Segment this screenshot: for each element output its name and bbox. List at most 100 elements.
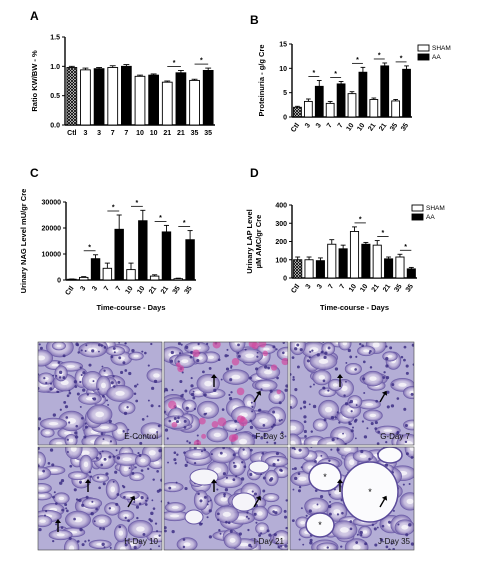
bar <box>189 79 200 126</box>
nucleus <box>60 478 65 483</box>
nucleus <box>76 392 80 396</box>
nucleus <box>410 392 414 396</box>
tubule-lumen <box>338 432 347 439</box>
nucleus <box>381 524 385 528</box>
tubule-lumen <box>312 503 321 509</box>
tubule <box>65 447 83 460</box>
tubule-lumen <box>38 355 46 361</box>
tubule-lumen <box>100 426 110 430</box>
bar <box>391 100 401 118</box>
tubule-lumen <box>242 450 248 456</box>
cyst <box>341 461 399 523</box>
significance-marker: * <box>404 244 407 251</box>
tubule-lumen <box>341 385 348 391</box>
nucleus <box>108 507 112 510</box>
nucleus <box>150 404 154 408</box>
tubule-lumen <box>352 544 361 550</box>
nucleus <box>341 511 344 515</box>
tubule-lumen <box>70 447 77 452</box>
nucleus <box>55 523 58 526</box>
pas-stain <box>168 400 177 410</box>
y-tick-label: 0.5 <box>50 93 60 100</box>
nucleus <box>363 435 368 439</box>
nucleus <box>79 405 82 408</box>
micrograph-label: H-Day 10 <box>124 537 158 546</box>
micrograph-label: I-Day 21 <box>254 537 285 546</box>
tubule <box>229 342 246 353</box>
y-tick-label: 20000 <box>42 226 62 233</box>
bar <box>327 243 337 279</box>
y-tick-label: 1.0 <box>50 64 60 71</box>
nucleus <box>58 370 63 375</box>
nucleus <box>66 509 69 513</box>
chart-panel-d: D 0 100 200 300 400 Urinary LAP LevelµM AMC/gr… <box>245 166 445 312</box>
nucleus <box>114 470 118 474</box>
nucleus <box>249 472 253 477</box>
nucleus <box>126 406 129 409</box>
nucleus <box>235 428 238 431</box>
nucleus <box>103 546 106 549</box>
nucleus <box>310 430 313 433</box>
nucleus <box>210 453 213 456</box>
tubule-lumen <box>264 369 273 375</box>
nucleus <box>385 357 389 361</box>
nucleus <box>298 448 302 452</box>
nucleus <box>326 546 329 549</box>
pas-stain <box>276 389 282 395</box>
nucleus <box>323 418 327 422</box>
tubule-lumen <box>262 383 270 388</box>
nucleus <box>183 425 187 429</box>
nucleus <box>219 451 223 455</box>
nucleus <box>368 457 371 461</box>
y-axis-label: Urinary NAG Level mU/gr Cre <box>19 189 28 294</box>
nucleus <box>100 344 104 347</box>
micrograph-3: G-Day 7 <box>289 341 415 446</box>
bar <box>336 83 346 118</box>
nucleus <box>392 509 395 512</box>
nucleus <box>262 489 266 493</box>
nucleus <box>292 488 295 491</box>
nucleus <box>60 526 64 529</box>
bar <box>126 269 136 281</box>
tubule-lumen <box>210 392 218 396</box>
nucleus <box>412 363 414 366</box>
nucleus <box>223 492 226 496</box>
tubule-lumen <box>222 511 231 517</box>
nucleus <box>97 388 100 391</box>
nucleus <box>170 350 174 355</box>
nucleus <box>69 464 73 468</box>
nucleus <box>312 404 317 409</box>
nucleus <box>405 371 409 375</box>
x-tick-label: 7 <box>337 122 345 129</box>
nucleus <box>260 473 263 476</box>
nucleus <box>184 486 188 491</box>
micrograph-5: I-Day 21 <box>163 446 289 551</box>
x-tick-label: 35 <box>191 130 199 137</box>
nucleus <box>222 472 226 476</box>
nucleus <box>230 365 233 368</box>
y-axis-label-line: µM AMC/gr Cre <box>254 215 263 269</box>
tubule-lumen <box>74 474 82 477</box>
nucleus <box>272 410 276 414</box>
nucleus <box>156 431 159 434</box>
nucleus <box>396 431 400 435</box>
x-tick-label: 7 <box>115 285 123 292</box>
tubule-lumen <box>148 450 156 456</box>
pas-stain <box>193 439 202 445</box>
y-tick-label: 300 <box>275 221 287 228</box>
tubule-lumen <box>213 467 222 474</box>
tubule-lumen <box>195 390 202 394</box>
nucleus <box>290 406 292 409</box>
nucleus <box>101 365 104 368</box>
nucleus <box>225 476 228 479</box>
nucleus <box>110 355 114 359</box>
nucleus <box>157 424 161 428</box>
nucleus <box>68 421 71 424</box>
bar <box>304 259 314 279</box>
nucleus <box>146 415 149 418</box>
nucleus <box>228 396 233 401</box>
tubule-lumen <box>153 461 160 465</box>
nucleus <box>411 343 414 347</box>
nucleus <box>283 509 287 513</box>
nucleus <box>101 394 105 398</box>
